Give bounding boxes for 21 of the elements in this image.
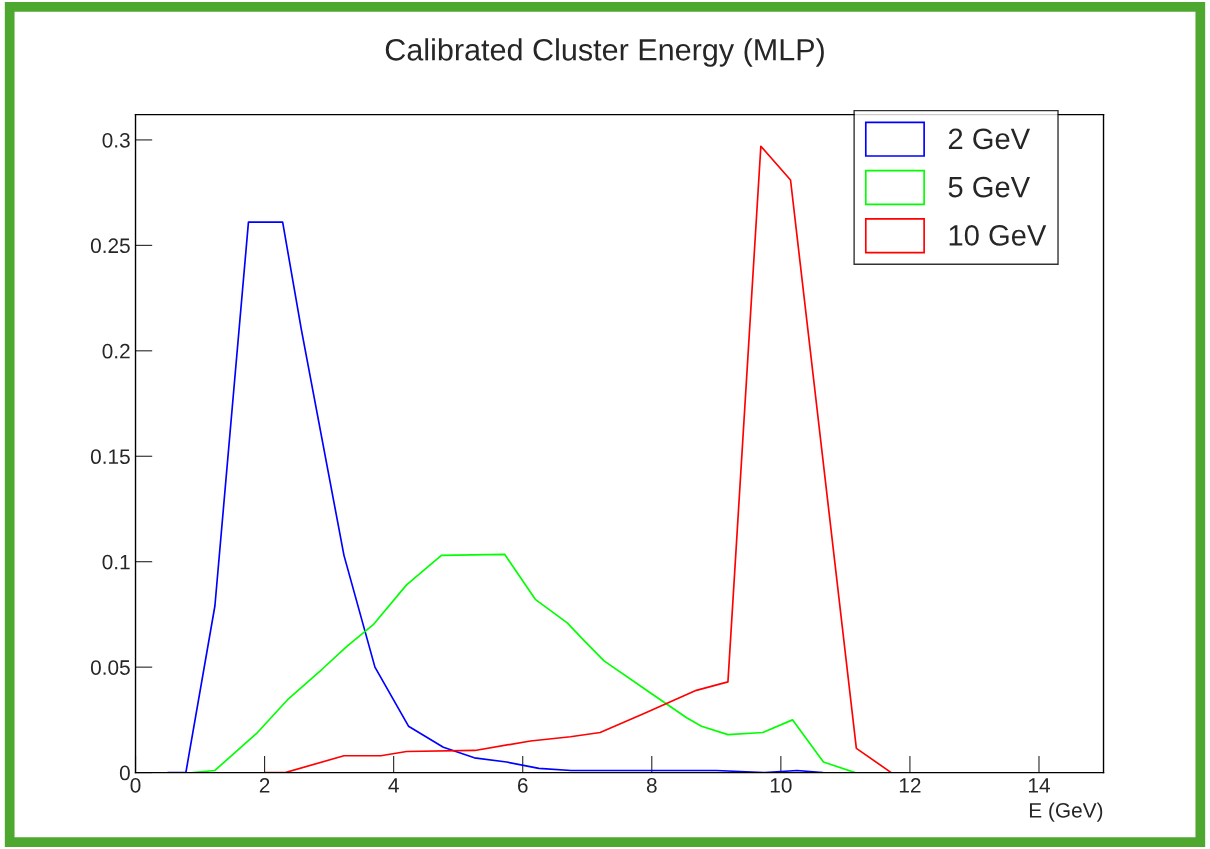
y-tick-label: 0.05 xyxy=(90,660,130,675)
y-tick-label: 0.2 xyxy=(102,343,130,359)
y-tick-label: 0 xyxy=(119,765,130,781)
y-tick-label: 0.15 xyxy=(90,449,130,465)
x-tick-label: 10 xyxy=(770,778,792,793)
x-axis-title: E (GeV) xyxy=(1029,802,1103,822)
y-tick-label: 0.25 xyxy=(90,238,130,254)
legend-label: 10 GeV xyxy=(949,225,1047,246)
x-tick-label: 12 xyxy=(899,778,921,793)
x-tick-label: 6 xyxy=(517,778,528,793)
line-series xyxy=(192,553,856,773)
x-tick-label: 4 xyxy=(388,778,399,793)
x-tick-label: 2 xyxy=(259,778,270,793)
x-tick-label: 8 xyxy=(646,778,657,793)
y-tick-label: 0.3 xyxy=(102,132,130,148)
chart-title: Calibrated Cluster Energy (MLP) xyxy=(385,38,824,67)
legend-label: 2 GeV xyxy=(948,128,1031,150)
x-tick-label: 14 xyxy=(1028,778,1050,793)
x-tick-label: 0 xyxy=(130,778,141,793)
y-tick-label: 0.1 xyxy=(102,554,130,570)
legend-label: 5 GeV xyxy=(948,176,1031,198)
